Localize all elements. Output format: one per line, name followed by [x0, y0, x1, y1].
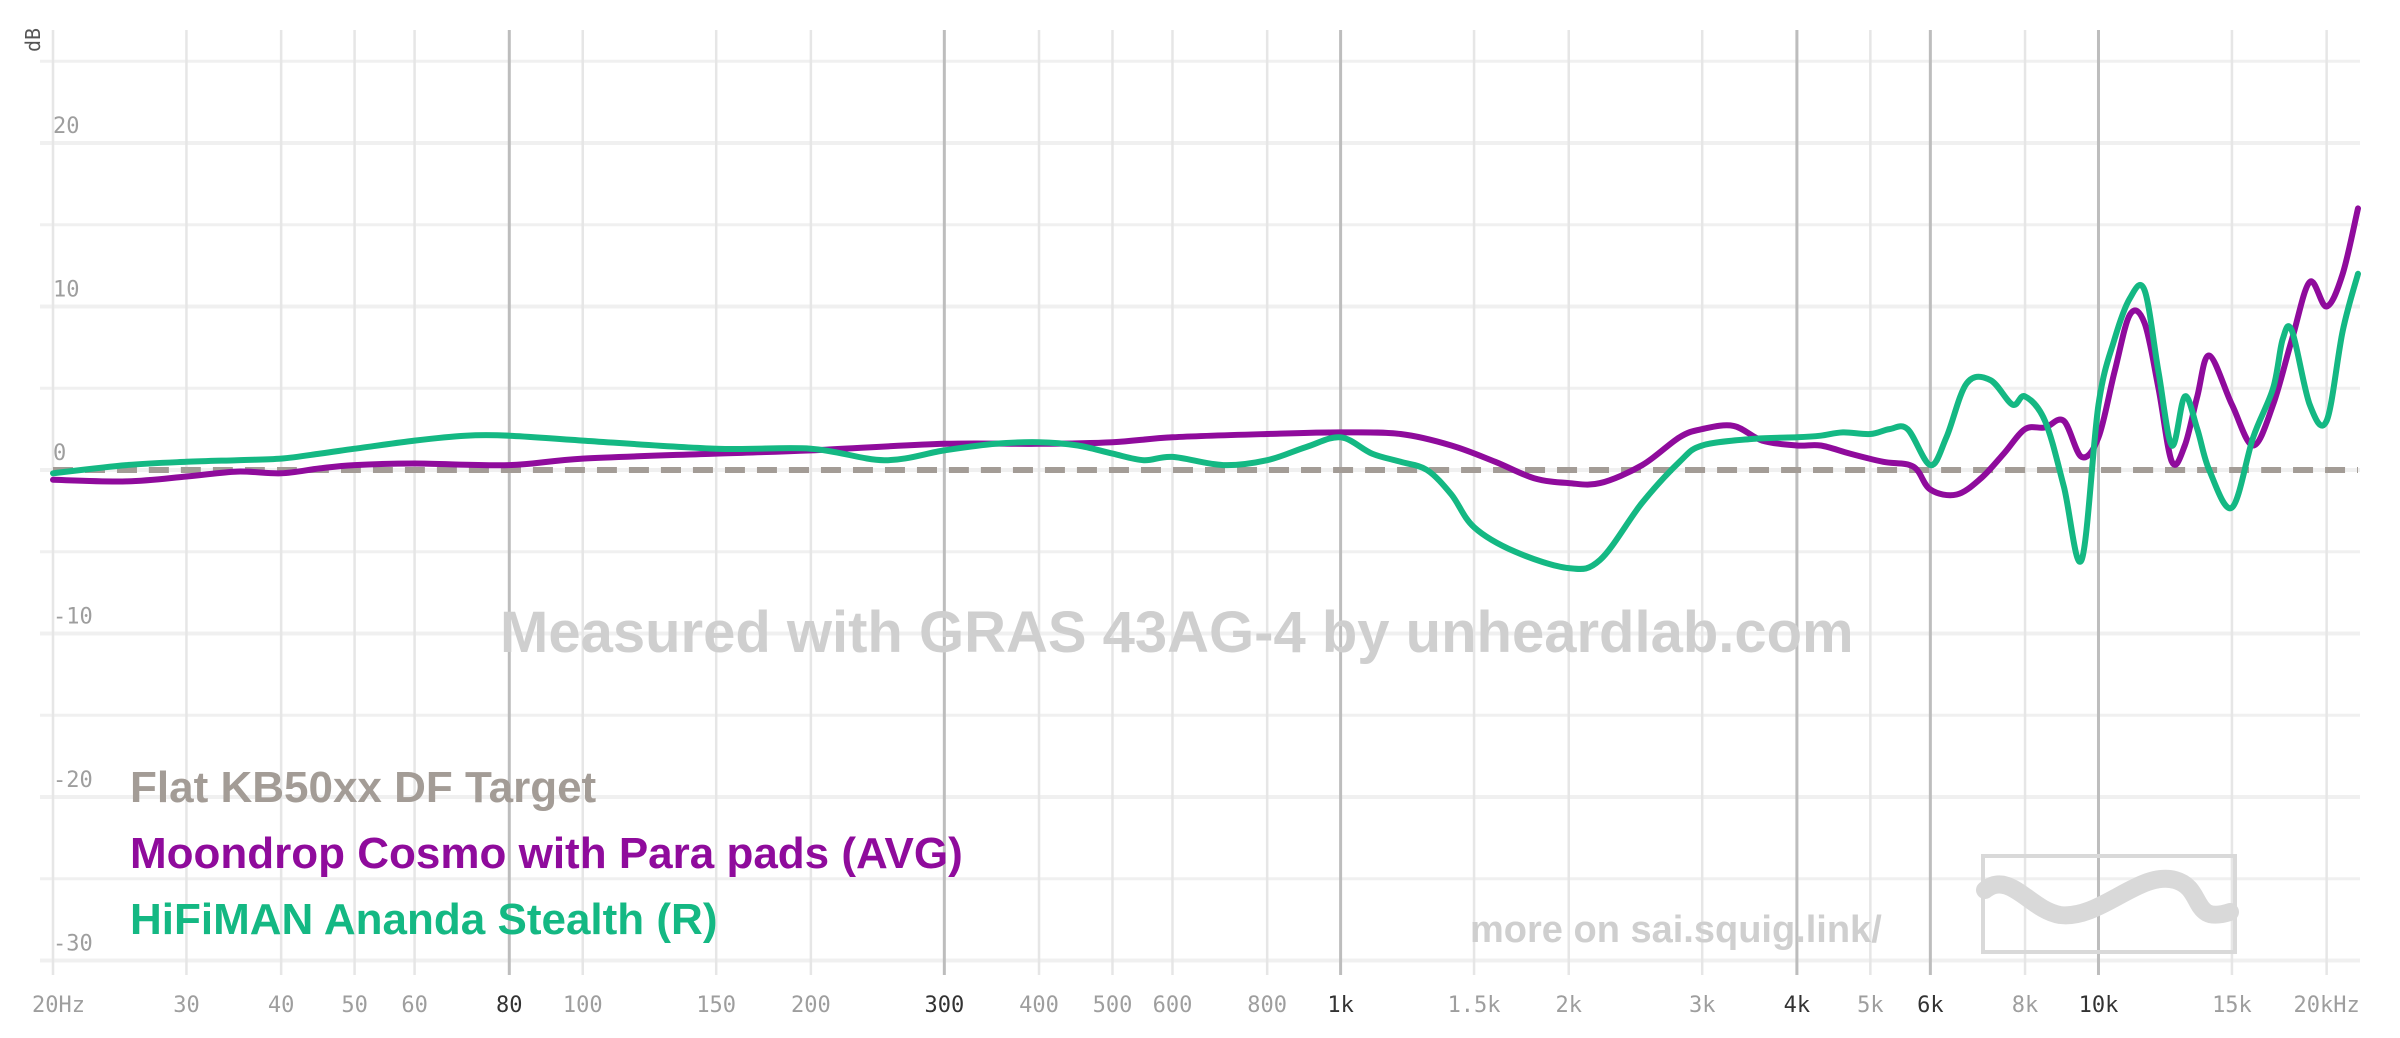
x-tick-label: 500: [1093, 993, 1133, 1018]
x-tick-label: 15k: [2212, 993, 2252, 1018]
x-tick-label: 60: [401, 993, 428, 1018]
x-tick-label: 10k: [2079, 993, 2119, 1018]
x-tick-label: 300: [924, 993, 964, 1018]
x-tick-label: 5k: [1857, 993, 1884, 1018]
x-tick-label: 80: [496, 993, 523, 1018]
x-tick-label: 400: [1019, 993, 1059, 1018]
grid: [40, 30, 2360, 975]
y-axis-unit-label: dB: [21, 28, 45, 52]
x-tick-label: 40: [268, 993, 295, 1018]
x-tick-label: 20Hz: [32, 993, 85, 1018]
x-tick-label: 6k: [1917, 993, 1944, 1018]
y-tick-label: -20: [53, 768, 93, 793]
x-tick-label: 1.5k: [1448, 993, 1501, 1018]
more-link-text[interactable]: more on sai.squig.link/: [1470, 909, 1882, 951]
x-tick-label: 600: [1153, 993, 1193, 1018]
watermark-text: Measured with GRAS 43AG-4 by unheardlab.…: [500, 600, 1854, 665]
legend: Flat KB50xx DF Target Moondrop Cosmo with…: [130, 763, 963, 944]
x-tick-label: 3k: [1689, 993, 1716, 1018]
x-tick-label: 150: [696, 993, 736, 1018]
x-tick-label: 1k: [1327, 993, 1354, 1018]
legend-entry: Flat KB50xx DF Target: [130, 763, 597, 812]
x-tick-label: 2k: [1556, 993, 1583, 1018]
x-tick-label: 100: [563, 993, 603, 1018]
x-tick-label: 4k: [1784, 993, 1811, 1018]
series-line-1: [50, 205, 2361, 499]
x-axis: 20Hz 30 40 50 60 80 100 150 200 300 400 500 600 800 1k…: [32, 993, 2360, 1018]
squig-logo: [1976, 854, 2239, 954]
series-line-2: [50, 270, 2361, 572]
x-tick-label: 200: [791, 993, 831, 1018]
x-tick-label: 20kHz: [2294, 993, 2360, 1018]
y-tick-label: 0: [53, 441, 66, 466]
legend-entry: HiFiMAN Ananda Stealth (R): [130, 895, 717, 944]
legend-entry: Moondrop Cosmo with Para pads (AVG): [130, 829, 963, 878]
y-tick-label: -30: [53, 932, 93, 957]
y-tick-label: -10: [53, 605, 93, 630]
y-tick-label: 20: [53, 114, 80, 139]
y-tick-label: 10: [53, 278, 80, 303]
x-tick-label: 30: [173, 993, 200, 1018]
series-lines: [50, 205, 2361, 572]
x-tick-label: 50: [341, 993, 368, 1018]
x-tick-label: 8k: [2012, 993, 2039, 1018]
x-tick-label: 800: [1247, 993, 1287, 1018]
y-axis: 20 10 0 -10 -20 -30: [53, 114, 93, 957]
